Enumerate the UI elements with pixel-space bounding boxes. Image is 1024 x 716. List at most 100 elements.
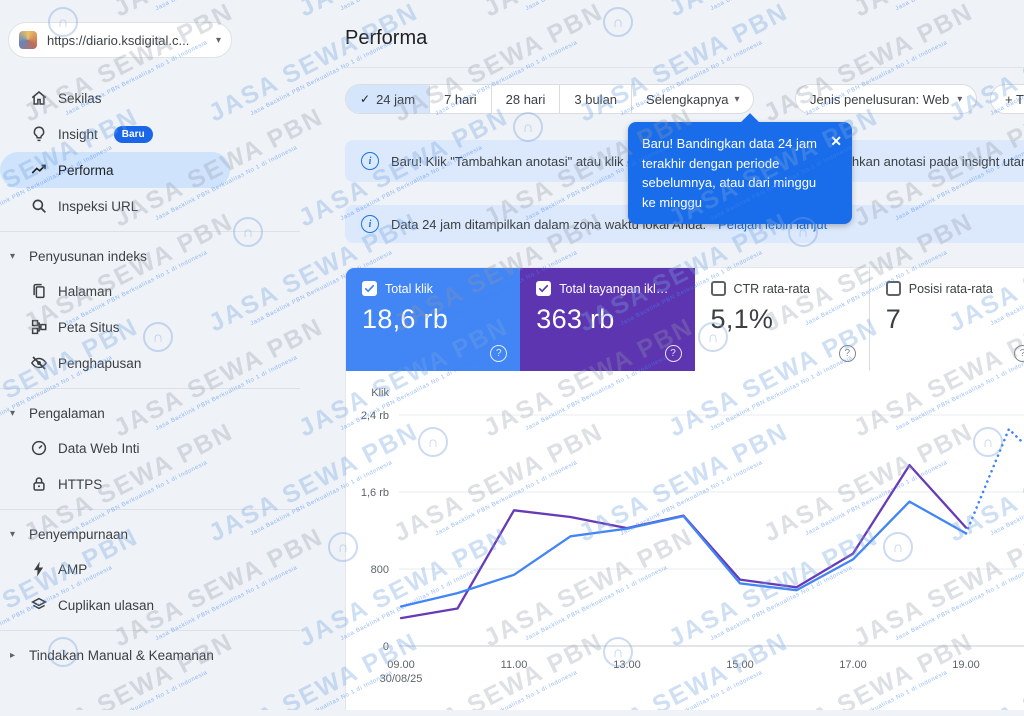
sidebar-item-performa[interactable]: Performa xyxy=(0,152,230,188)
date-chip-28-hari[interactable]: 28 hari xyxy=(490,85,560,113)
x-tick-label: 15.00 xyxy=(726,659,754,671)
date-chip-selengkapnya[interactable]: Selengkapnya ▾ xyxy=(631,85,753,113)
sidebar-item-peta-situs[interactable]: Peta Situs xyxy=(0,309,230,345)
metric-card-header: Total tayangan ikl… xyxy=(536,281,678,296)
date-chip-label: Selengkapnya xyxy=(646,91,729,107)
performance-panel: Total klik 18,6 rb? Total tayangan ikl… 363… xyxy=(345,267,1024,710)
x-tick-label: 17.00 xyxy=(839,659,867,671)
help-icon[interactable]: ? xyxy=(838,345,856,362)
info-icon: i xyxy=(361,152,379,170)
metric-card-total-tayangan-ikl-[interactable]: Total tayangan ikl… 363 rb? xyxy=(520,268,695,371)
sidebar-item-penghapusan[interactable]: Penghapusan xyxy=(0,345,230,381)
timezone-banner-text: Data 24 jam ditampilkan dalam zona waktu… xyxy=(391,216,707,232)
date-filter-row: ✓ 24 jam 7 hari 28 hari 3 bulan Selengkapnya ▾ xyxy=(345,84,755,114)
sidebar-divider xyxy=(0,388,300,389)
metric-card-value: 5,1% xyxy=(710,304,774,334)
sidebar-item-label: Peta Situs xyxy=(58,319,120,335)
metric-checkbox[interactable] xyxy=(362,281,377,296)
sidebar-item-sekilas[interactable]: Sekilas xyxy=(0,80,230,116)
sidebar-divider xyxy=(0,231,300,232)
help-icon[interactable]: ? xyxy=(664,345,682,362)
bolt-icon xyxy=(30,560,48,578)
metric-card-value: 363 rb xyxy=(536,304,615,334)
sidebar-divider xyxy=(0,509,300,510)
x-tick-label: 09.00 xyxy=(387,659,415,671)
sitemap-icon xyxy=(30,318,48,336)
sidebar-item-label: Insight xyxy=(58,126,98,142)
metric-checkbox[interactable] xyxy=(710,281,726,296)
metric-card-total-klik[interactable]: Total klik 18,6 rb? xyxy=(346,268,521,371)
pages-icon xyxy=(30,282,48,300)
metric-cards-row: Total klik 18,6 rb? Total tayangan ikl… 363… xyxy=(346,268,1024,371)
metric-card-ctr-rata-rata[interactable]: CTR rata-rata 5,1%? xyxy=(694,268,869,371)
date-chip-label: 7 hari xyxy=(444,91,477,107)
layers-icon xyxy=(30,596,48,614)
metric-card-header: Posisi rata-rata xyxy=(885,281,1024,296)
sidebar-item-label: Sekilas xyxy=(58,90,102,106)
chevron-down-icon: ▾ xyxy=(734,93,740,105)
sidebar-item-amp[interactable]: AMP xyxy=(0,551,230,587)
performance-chart: 0 800 1,6 rb 2,4 rb Klik 09.00 30/08/25 11.00 13… xyxy=(346,376,1024,711)
sidebar-item-label: Inspeksi URL xyxy=(58,198,139,214)
chevron-down-icon: ▾ xyxy=(957,93,963,105)
sidebar-item-insight[interactable]: Insight Baru xyxy=(0,116,230,152)
date-chip-7-hari[interactable]: 7 hari xyxy=(429,85,491,113)
y-tick-label: 1,6 rb xyxy=(361,487,389,499)
search-icon xyxy=(30,197,48,215)
sidebar-item-data-web-inti[interactable]: Data Web Inti xyxy=(0,430,230,466)
close-icon[interactable]: ✕ xyxy=(830,133,842,149)
series-line xyxy=(399,463,968,620)
sidebar-section-tindakan-manual-keamanan[interactable]: ▸ Tindakan Manual & Keamanan xyxy=(0,638,300,672)
date-chip-3-bulan[interactable]: 3 bulan xyxy=(559,85,631,113)
date-chip-label: 24 jam xyxy=(376,91,416,107)
sidebar-item-label: HTTPS xyxy=(58,476,103,492)
date-chip-24-jam[interactable]: ✓ 24 jam xyxy=(346,85,430,113)
chevron-down-icon: ▾ xyxy=(10,407,16,419)
chevron-down-icon: ▾ xyxy=(10,528,16,540)
metric-card-label: Total tayangan ikl… xyxy=(559,281,669,296)
help-icon[interactable]: ? xyxy=(1014,345,1024,362)
page-title: Performa xyxy=(345,27,428,49)
sidebar-section-penyempurnaan[interactable]: ▾ Penyempurnaan xyxy=(0,517,300,551)
sidebar-item-https[interactable]: HTTPS xyxy=(0,466,230,502)
search-type-filter[interactable]: Jenis penelusuran: Web ▾ xyxy=(795,84,978,114)
chevron-down-icon: ▾ xyxy=(10,250,16,262)
sidebar-section-label: Pengalaman xyxy=(29,405,105,421)
date-chip-label: 3 bulan xyxy=(574,91,618,107)
metric-checkbox[interactable] xyxy=(536,281,552,296)
x-tick-label: 19.00 xyxy=(952,659,980,671)
sidebar-item-label: Cuplikan ulasan xyxy=(58,597,155,613)
metric-card-posisi-rata-rata[interactable]: Posisi rata-rata 7? xyxy=(868,268,1024,371)
metric-checkbox[interactable] xyxy=(885,281,901,296)
site-favicon-icon xyxy=(19,31,37,49)
sidebar-item-cuplikan-ulasan[interactable]: Cuplikan ulasan xyxy=(0,587,230,623)
metric-card-label: Posisi rata-rata xyxy=(908,281,993,296)
add-filter-button[interactable]: + T xyxy=(990,84,1024,114)
help-icon[interactable]: ? xyxy=(490,345,508,362)
lightbulb-icon xyxy=(30,125,48,143)
trending-icon xyxy=(30,161,48,179)
y-tick-label: 2,4 rb xyxy=(361,410,389,422)
sidebar-nav: Sekilas Insight Baru Performa Inspeksi URL ▾ P… xyxy=(0,80,300,672)
x-tick-label: 11.00 xyxy=(501,659,528,671)
chart-svg: 0 800 1,6 rb 2,4 rb Klik 09.00 30/08/25 11.00 13… xyxy=(361,387,1024,685)
sidebar-item-label: Penghapusan xyxy=(58,355,142,371)
sidebar-item-halaman[interactable]: Halaman xyxy=(0,273,230,309)
metric-card-label: Total klik xyxy=(385,281,433,296)
sidebar-divider xyxy=(0,630,300,631)
property-selector[interactable]: https://diario.ksdigital.c... ▾ xyxy=(8,22,232,58)
sidebar-section-penyusunan-indeks[interactable]: ▾ Penyusunan indeks xyxy=(0,239,300,273)
check-icon: ✓ xyxy=(360,92,371,106)
sidebar-section-pengalaman[interactable]: ▾ Pengalaman xyxy=(0,396,300,430)
series-line xyxy=(399,500,968,608)
sidebar-item-inspeksi-url[interactable]: Inspeksi URL xyxy=(0,188,230,224)
chevron-down-icon: ▾ xyxy=(215,34,221,46)
sidebar-item-label: Halaman xyxy=(58,283,113,299)
sidebar-section-label: Penyusunan indeks xyxy=(29,248,147,264)
metric-card-header: CTR rata-rata xyxy=(710,281,853,296)
sidebar-item-label: Data Web Inti xyxy=(58,440,140,456)
compare-feature-tooltip: Baru! Bandingkan data 24 jam terakhir de… xyxy=(628,122,852,224)
x-tick-label: 13.00 xyxy=(613,659,641,671)
chevron-right-icon: ▸ xyxy=(10,649,16,661)
lock-icon xyxy=(30,475,48,493)
